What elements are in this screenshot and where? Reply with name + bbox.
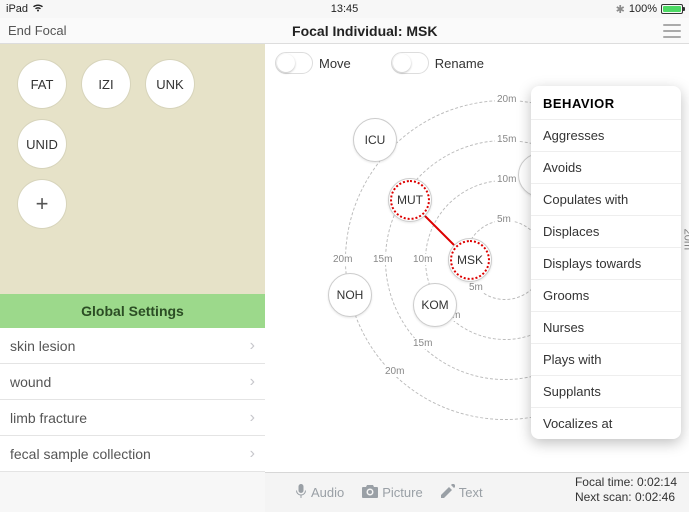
behavior-option[interactable]: Vocalizes at	[531, 407, 681, 439]
settings-row-label: fecal sample collection	[10, 446, 151, 462]
next-scan-label: Next scan: 0:02:46	[575, 490, 677, 506]
selection-ring	[450, 240, 490, 280]
end-focal-button[interactable]: End Focal	[8, 23, 67, 38]
toggle-switch[interactable]	[391, 52, 429, 74]
chevron-right-icon: ›	[250, 445, 255, 463]
rail-distance-label: 20m	[681, 229, 689, 250]
add-individual-button[interactable]: +	[18, 180, 66, 228]
individual-node[interactable]: NOH	[328, 273, 372, 317]
timer-block: Focal time: 0:02:14 Next scan: 0:02:46	[575, 475, 677, 506]
behavior-option[interactable]: Nurses	[531, 311, 681, 343]
selection-ring	[390, 180, 430, 220]
behavior-option[interactable]: Supplants	[531, 375, 681, 407]
rename-toggle[interactable]: Rename	[391, 52, 484, 74]
move-toggle[interactable]: Move	[275, 52, 351, 74]
palette-chip[interactable]: IZI	[82, 60, 130, 108]
behavior-popover: BEHAVIOR AggressesAvoidsCopulates withDi…	[531, 86, 681, 439]
popover-title: BEHAVIOR	[531, 86, 681, 119]
settings-row-label: wound	[10, 374, 51, 390]
behavior-option[interactable]: Avoids	[531, 151, 681, 183]
behavior-option[interactable]: Displaces	[531, 215, 681, 247]
behavior-option[interactable]: Copulates with	[531, 183, 681, 215]
individual-node[interactable]: ICU	[353, 118, 397, 162]
battery-pct: 100%	[629, 3, 657, 15]
left-panel: FAT IZI UNK UNID + Global Settings skin lesi…	[0, 44, 265, 512]
palette-chip[interactable]: UNK	[146, 60, 194, 108]
behavior-option[interactable]: Grooms	[531, 279, 681, 311]
settings-row-label: limb fracture	[10, 410, 87, 426]
chevron-right-icon: ›	[250, 409, 255, 427]
settings-row[interactable]: limb fracture ›	[0, 400, 265, 436]
page-title: Focal Individual: MSK	[292, 23, 437, 39]
ring-distance-label: 20m	[331, 254, 354, 265]
text-button[interactable]: Text	[441, 484, 483, 501]
rename-label: Rename	[435, 56, 484, 71]
pencil-icon	[441, 484, 455, 501]
audio-button[interactable]: Audio	[295, 483, 344, 502]
audio-label: Audio	[311, 485, 344, 500]
chevron-right-icon: ›	[250, 337, 255, 355]
settings-row[interactable]: skin lesion ›	[0, 328, 265, 364]
palette-chip[interactable]: FAT	[18, 60, 66, 108]
settings-row[interactable]: fecal sample collection ›	[0, 436, 265, 472]
behavior-option[interactable]: Plays with	[531, 343, 681, 375]
clock-label: 13:45	[331, 3, 359, 15]
picture-button[interactable]: Picture	[362, 485, 422, 501]
settings-row[interactable]: wound ›	[0, 364, 265, 400]
wifi-icon	[32, 3, 44, 15]
individual-palette: FAT IZI UNK UNID +	[0, 44, 265, 294]
focal-time-label: Focal time: 0:02:14	[575, 475, 677, 491]
text-label: Text	[459, 485, 483, 500]
chevron-right-icon: ›	[250, 373, 255, 391]
status-bar: iPad 13:45 ✱ 100%	[0, 0, 689, 18]
nav-header: End Focal Focal Individual: MSK	[0, 18, 689, 44]
behavior-option[interactable]: Displays towards	[531, 247, 681, 279]
battery-icon	[661, 4, 683, 14]
menu-icon[interactable]	[663, 24, 681, 38]
move-label: Move	[319, 56, 351, 71]
mic-icon	[295, 483, 307, 502]
ring-distance-label: 20m	[383, 366, 406, 377]
media-footer: Audio Picture Text Focal time: 0:02:14 N…	[265, 472, 689, 512]
behavior-option[interactable]: Aggresses	[531, 119, 681, 151]
individual-node[interactable]: KOM	[413, 283, 457, 327]
settings-row-label: skin lesion	[10, 338, 75, 354]
camera-icon	[362, 485, 378, 501]
toggle-switch[interactable]	[275, 52, 313, 74]
bluetooth-icon: ✱	[616, 3, 625, 16]
global-settings-heading: Global Settings	[0, 294, 265, 328]
carrier-label: iPad	[6, 3, 28, 15]
picture-label: Picture	[382, 485, 422, 500]
ring-distance-label: 20m	[495, 94, 518, 105]
proximity-panel: Move Rename 5m5m5m10m10m10m15m15m15m20m2…	[265, 44, 689, 512]
palette-chip[interactable]: UNID	[18, 120, 66, 168]
